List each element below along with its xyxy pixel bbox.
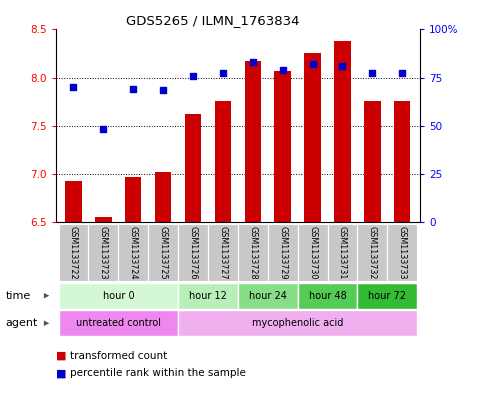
Bar — [65, 181, 82, 222]
Bar — [58, 283, 178, 309]
Point — [129, 86, 137, 92]
Bar — [208, 224, 238, 281]
Bar — [185, 114, 201, 222]
Point — [279, 67, 286, 73]
Bar — [334, 41, 351, 222]
Bar — [88, 224, 118, 281]
Text: mycophenolic acid: mycophenolic acid — [252, 318, 343, 328]
Bar — [58, 224, 88, 281]
Point — [70, 84, 77, 90]
Text: agent: agent — [6, 318, 38, 328]
Text: untreated control: untreated control — [76, 318, 161, 328]
Bar — [178, 283, 238, 309]
Bar — [298, 224, 327, 281]
Text: ■: ■ — [56, 351, 66, 361]
Bar — [327, 224, 357, 281]
Bar — [238, 224, 268, 281]
Bar — [148, 224, 178, 281]
Bar — [357, 283, 417, 309]
Text: transformed count: transformed count — [70, 351, 167, 361]
Point — [219, 70, 227, 76]
Bar — [364, 101, 381, 222]
Text: GSM1133730: GSM1133730 — [308, 226, 317, 280]
Text: GSM1133729: GSM1133729 — [278, 226, 287, 280]
Text: hour 0: hour 0 — [102, 291, 134, 301]
Bar — [178, 224, 208, 281]
Text: GSM1133725: GSM1133725 — [158, 226, 168, 280]
Bar — [298, 283, 357, 309]
Text: hour 48: hour 48 — [309, 291, 346, 301]
Text: GSM1133731: GSM1133731 — [338, 226, 347, 280]
Text: hour 24: hour 24 — [249, 291, 287, 301]
Text: ■: ■ — [56, 368, 66, 378]
Text: GSM1133723: GSM1133723 — [99, 226, 108, 280]
Text: GSM1133728: GSM1133728 — [248, 226, 257, 280]
Text: GDS5265 / ILMN_1763834: GDS5265 / ILMN_1763834 — [126, 14, 299, 27]
Text: GSM1133733: GSM1133733 — [398, 226, 407, 280]
Bar — [215, 101, 231, 222]
Point — [309, 61, 316, 67]
Bar — [274, 71, 291, 222]
Text: GSM1133722: GSM1133722 — [69, 226, 78, 280]
Bar — [268, 224, 298, 281]
Text: hour 72: hour 72 — [369, 291, 406, 301]
Bar — [118, 224, 148, 281]
Bar — [155, 172, 171, 222]
Bar — [357, 224, 387, 281]
Bar — [178, 310, 417, 336]
Bar — [394, 101, 411, 222]
Point — [99, 125, 107, 132]
Bar — [125, 177, 142, 222]
Text: GSM1133732: GSM1133732 — [368, 226, 377, 280]
Point — [249, 59, 256, 65]
Text: GSM1133724: GSM1133724 — [129, 226, 138, 280]
Point — [159, 87, 167, 93]
Bar — [387, 224, 417, 281]
Bar — [304, 53, 321, 222]
Bar — [58, 310, 178, 336]
Text: GSM1133727: GSM1133727 — [218, 226, 227, 280]
Point — [398, 70, 406, 76]
Bar — [95, 217, 112, 222]
Bar — [238, 283, 298, 309]
Text: time: time — [6, 291, 31, 301]
Text: percentile rank within the sample: percentile rank within the sample — [70, 368, 246, 378]
Point — [369, 70, 376, 76]
Point — [189, 73, 197, 79]
Point — [339, 63, 346, 69]
Text: hour 12: hour 12 — [189, 291, 227, 301]
Bar — [244, 61, 261, 222]
Text: GSM1133726: GSM1133726 — [188, 226, 198, 280]
